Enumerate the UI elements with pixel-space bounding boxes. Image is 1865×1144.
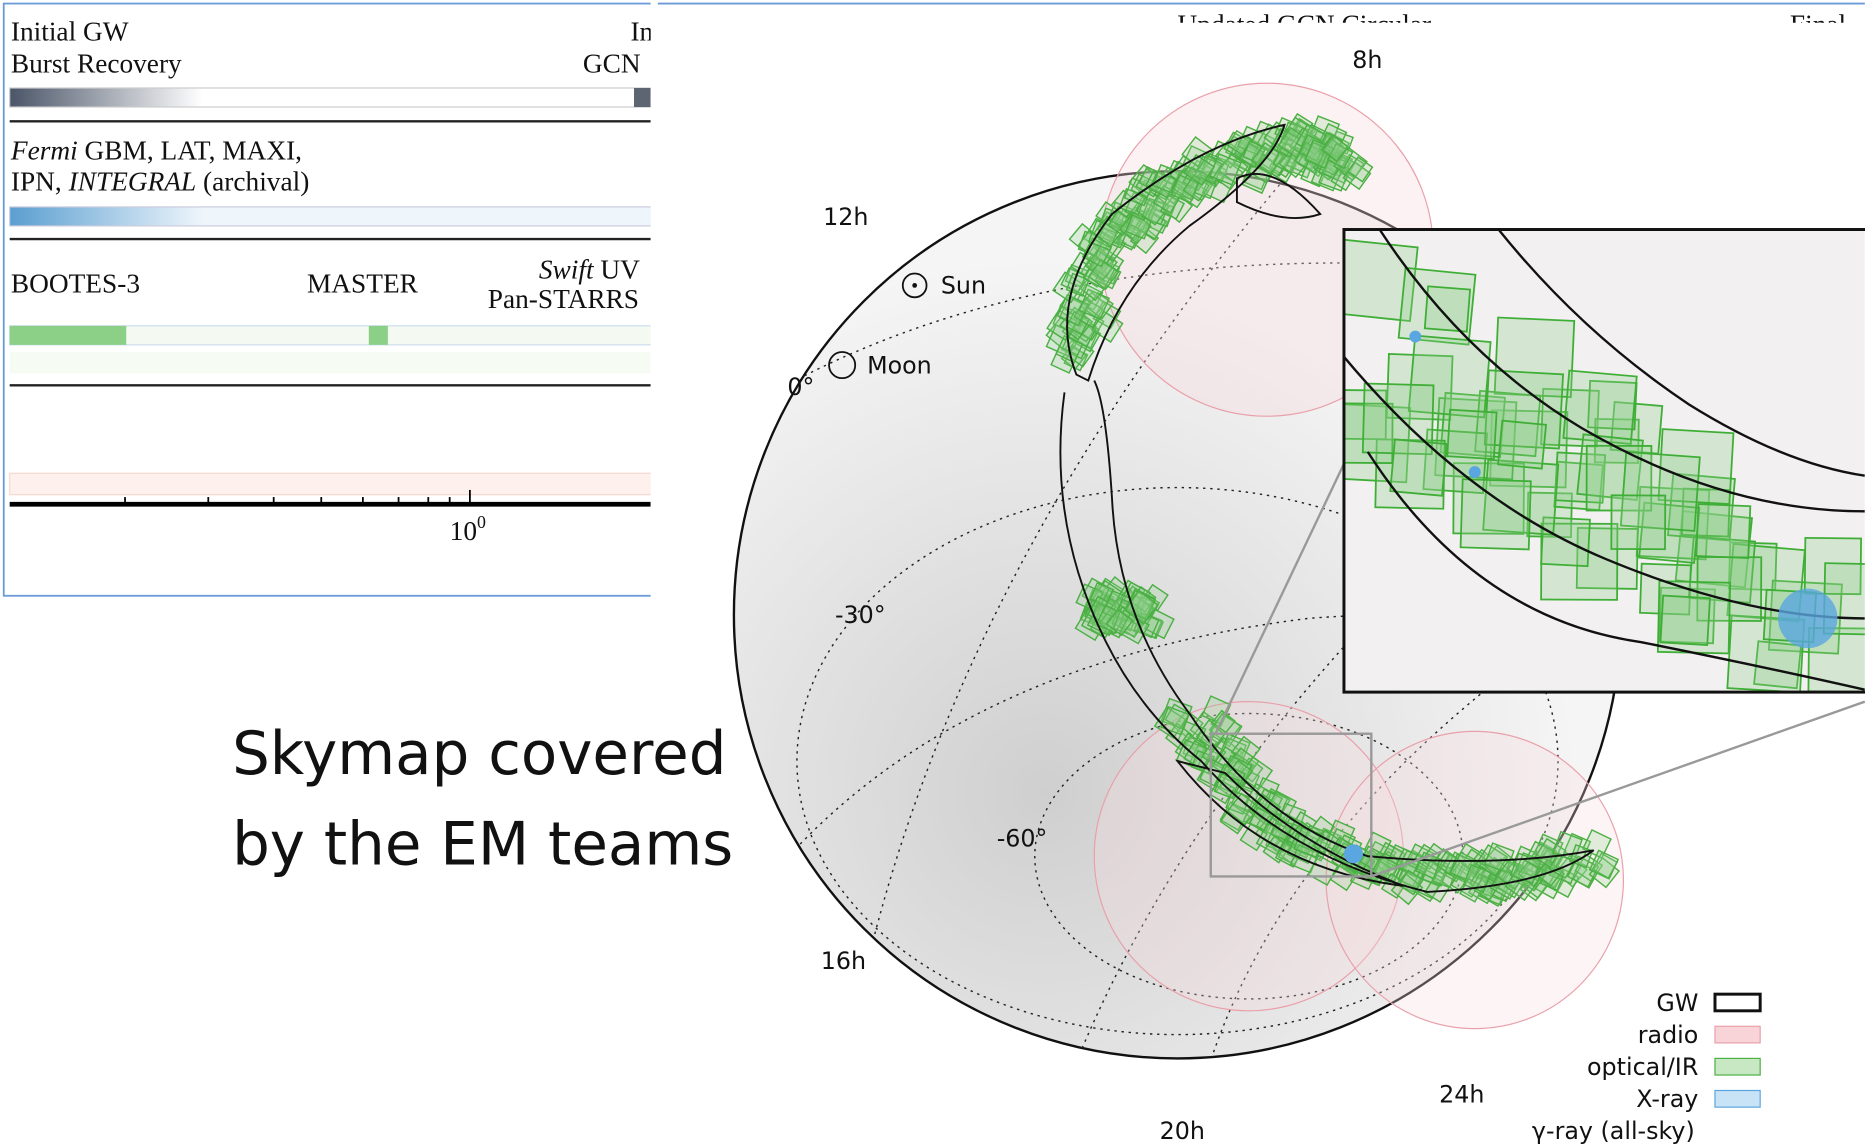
cropped-label: Final [1790, 9, 1847, 39]
tile [1270, 127, 1301, 158]
tile [1659, 594, 1711, 646]
tile [1422, 428, 1489, 495]
tile [1141, 197, 1170, 226]
tile [1346, 156, 1374, 183]
tile [1753, 640, 1803, 690]
caption: Skymap covered [232, 720, 726, 789]
label: Pan-STARRS [488, 284, 639, 314]
legend-label: γ-ray (all-sky) [1532, 1117, 1695, 1144]
tile [1183, 153, 1216, 186]
label: MASTER [307, 269, 419, 299]
tile [1635, 485, 1711, 561]
tile [1045, 316, 1081, 352]
inset [1343, 229, 1865, 693]
tile [1497, 419, 1548, 470]
tile [1407, 334, 1492, 419]
tile [1078, 288, 1110, 321]
tile [1320, 134, 1349, 163]
tile [1065, 310, 1090, 336]
legend-swatch [1714, 1057, 1761, 1076]
tile [1474, 389, 1542, 458]
ra-label: 12h [823, 203, 868, 231]
legend-swatch [1713, 992, 1762, 1013]
label: Initial GW [11, 16, 129, 46]
tile [1385, 353, 1454, 421]
tile [1446, 408, 1498, 460]
label: GCN [583, 49, 641, 79]
tile [1695, 503, 1752, 559]
ra-label: 16h [821, 947, 866, 975]
tile [1361, 382, 1435, 456]
label: BOOTES-3 [11, 269, 140, 299]
tile [1105, 608, 1134, 637]
tile [1159, 705, 1190, 736]
legend-swatch [1714, 1025, 1761, 1044]
ra-label: 8h [1352, 46, 1382, 74]
label: Fermi GBM, LAT, MAXI, [10, 135, 302, 165]
tile [1610, 494, 1667, 551]
tile [1159, 194, 1185, 220]
tile [1680, 487, 1731, 538]
timeline-panel: Initial GW Burst Recovery Ini GCN Fermi … [2, 2, 661, 597]
inset-frame [1342, 228, 1865, 694]
tile [1423, 285, 1472, 333]
tile [1482, 458, 1560, 536]
ra-label: 20h [1160, 1117, 1205, 1144]
tile [1239, 822, 1268, 852]
tile [1143, 608, 1175, 640]
tile [1483, 842, 1515, 874]
tile [1226, 792, 1260, 826]
tile [1135, 190, 1171, 226]
tile [1087, 258, 1120, 291]
legend-label: X-ray [1636, 1085, 1698, 1113]
sun-label: Sun [941, 272, 986, 300]
legend-label: GW [1656, 989, 1698, 1017]
tile [1483, 369, 1565, 450]
tick-label: 100 [450, 512, 486, 546]
tile [1576, 433, 1644, 502]
tile [1657, 428, 1735, 505]
label: Swift UV [539, 254, 640, 284]
tile [1390, 872, 1424, 906]
label: IPN, INTEGRAL (archival) [11, 166, 309, 196]
moon-label: Moon [867, 351, 932, 379]
tile [1459, 478, 1532, 551]
tile [1389, 438, 1448, 497]
tile [1803, 536, 1862, 596]
tile [1123, 589, 1159, 625]
cropped-label: Updated GCN Circular [1177, 9, 1431, 39]
tile [1209, 152, 1242, 186]
tile [1164, 703, 1191, 730]
tile [1562, 369, 1638, 445]
tile [1459, 877, 1485, 903]
legend-label: radio [1638, 1021, 1699, 1049]
tile [1619, 450, 1701, 532]
tile [1585, 444, 1653, 512]
tile [1473, 874, 1501, 901]
tile [1435, 850, 1462, 876]
ra-label: 24h [1439, 1080, 1484, 1108]
tile [1087, 219, 1119, 251]
dec-label: -60° [997, 825, 1048, 853]
tile [1395, 847, 1423, 875]
dec-label: 0° [787, 373, 814, 401]
tile [1588, 849, 1620, 880]
tile [1489, 409, 1569, 489]
tile [1343, 238, 1419, 323]
tile [1587, 379, 1638, 431]
label: Burst Recovery [11, 49, 182, 79]
dec-label: -30° [835, 601, 886, 629]
legend-label: optical/IR [1587, 1053, 1698, 1081]
tile [1588, 856, 1621, 889]
legend-swatch [1714, 1089, 1761, 1108]
legend: GW radio optical/IR X-ray γ-ray (all-sky… [1532, 989, 1762, 1144]
label: Ini [630, 16, 661, 46]
caption: by the EM teams [232, 811, 733, 880]
